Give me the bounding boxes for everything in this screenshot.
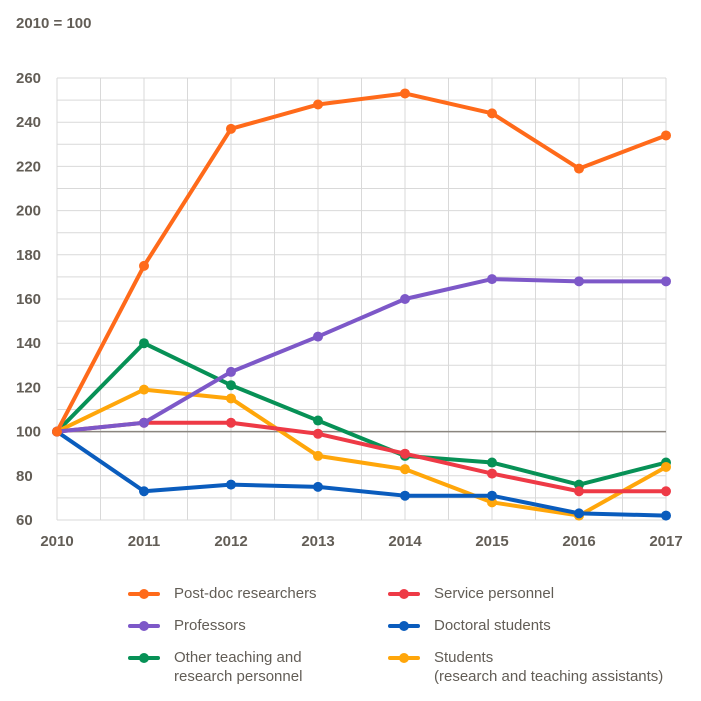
y-tick-label: 100 [16, 424, 41, 441]
legend-label: Students (research and teaching assistan… [434, 649, 664, 685]
data-point [313, 415, 323, 426]
line-chart: 2010 = 100 60 80 100 120 140 160 180 200 220 240 2… [16, 15, 683, 550]
y-tick-label: 120 [16, 379, 41, 396]
data-point [226, 417, 236, 428]
x-tick-label: 2015 [475, 533, 508, 550]
y-tick-label: 140 [16, 335, 41, 352]
legend-label: Doctoral students [434, 617, 551, 634]
x-tick-label: 2012 [214, 533, 247, 550]
series-0 [52, 88, 671, 437]
data-point [139, 486, 149, 497]
data-point [139, 384, 149, 395]
y-tick-label: 260 [16, 70, 41, 87]
series-group [52, 88, 671, 521]
legend-item: Other teaching and research personnel [128, 648, 302, 686]
data-point [661, 510, 671, 521]
legend-swatch-icon [388, 616, 420, 635]
legend-swatch-icon [128, 648, 160, 667]
base-year-label: 2010 = 100 [16, 15, 92, 32]
legend-swatch-icon [388, 648, 420, 667]
data-point [226, 393, 236, 404]
legend-swatch-icon [128, 584, 160, 603]
y-tick-label: 80 [16, 468, 33, 485]
x-tick-label: 2011 [128, 533, 161, 550]
data-point [139, 338, 149, 349]
legend-item: Students (research and teaching assistan… [388, 648, 663, 686]
data-point [661, 461, 671, 472]
x-tick-label: 2016 [562, 533, 595, 550]
x-tick-label: 2017 [649, 533, 682, 550]
data-point [487, 274, 497, 285]
x-tick-label: 2013 [301, 533, 334, 550]
data-point [487, 490, 497, 501]
data-point [226, 366, 236, 377]
series-line [55, 429, 668, 518]
data-point [139, 260, 149, 271]
legend-label: Service personnel [434, 585, 555, 602]
y-tick-label: 60 [16, 512, 33, 529]
data-point [313, 481, 323, 492]
data-point [574, 508, 584, 519]
data-point [226, 380, 236, 391]
legend-item: Doctoral students [388, 616, 551, 635]
grid [56, 77, 667, 521]
data-point [400, 88, 410, 99]
data-point [400, 294, 410, 304]
data-point [313, 450, 323, 461]
y-tick-label: 220 [16, 158, 41, 175]
data-point [226, 123, 236, 134]
data-point [139, 417, 149, 428]
series-line [55, 420, 668, 494]
x-axis-ticks: 2010 2011 2012 2013 2014 2015 2016 2017 [40, 533, 682, 550]
series-line [55, 91, 668, 434]
y-tick-label: 200 [16, 203, 41, 220]
data-point [661, 486, 671, 497]
data-point [52, 426, 62, 437]
data-point [313, 331, 323, 342]
data-point [400, 464, 410, 475]
data-point [661, 276, 671, 287]
legend: Post-doc researchers Service personnel Pro… [0, 580, 701, 701]
data-point [574, 276, 584, 287]
x-tick-label: 2010 [40, 533, 73, 550]
data-point [487, 457, 497, 468]
legend-swatch-icon [128, 616, 160, 635]
data-point [313, 99, 323, 110]
data-point [574, 163, 584, 174]
y-tick-label: 180 [16, 247, 41, 264]
legend-swatch-icon [388, 584, 420, 603]
legend-item: Service personnel [388, 584, 554, 603]
data-point [400, 490, 410, 501]
series-line [55, 341, 668, 487]
series-2 [52, 274, 671, 437]
x-tick-label: 2014 [388, 533, 422, 550]
legend-label: Other teaching and research personnel [174, 649, 303, 685]
data-point [226, 479, 236, 490]
series-line [55, 387, 668, 518]
legend-item: Post-doc researchers [128, 584, 317, 603]
data-point [487, 108, 497, 119]
legend-label: Post-doc researchers [174, 585, 317, 602]
y-axis-ticks: 60 80 100 120 140 160 180 200 220 240 260 [16, 70, 41, 529]
data-point [661, 130, 671, 141]
data-point [400, 448, 410, 459]
data-point [574, 486, 584, 497]
legend-item: Professors [128, 616, 246, 635]
legend-label: Professors [174, 617, 246, 634]
series-line [55, 277, 668, 434]
data-point [313, 428, 323, 439]
data-point [487, 468, 497, 479]
y-tick-label: 240 [16, 114, 41, 131]
y-tick-label: 160 [16, 291, 41, 308]
